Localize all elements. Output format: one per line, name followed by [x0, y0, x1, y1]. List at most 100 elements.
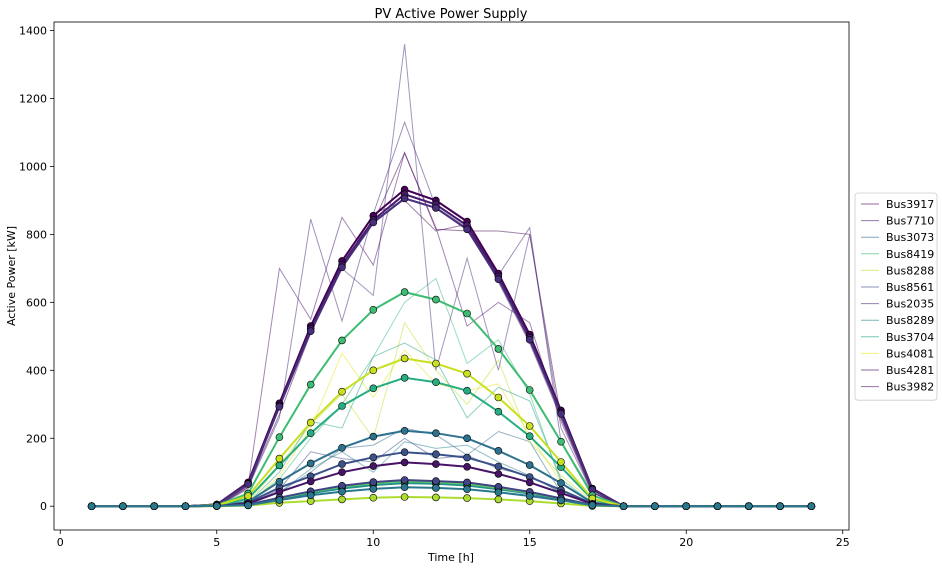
- legend-entry: Bus3073: [886, 231, 934, 244]
- data-point: [275, 496, 284, 504]
- data-point: [525, 432, 534, 441]
- data-point: [494, 345, 503, 353]
- data-point: [432, 450, 440, 459]
- legend-entry: Bus3704: [886, 331, 934, 344]
- data-point: [432, 460, 440, 468]
- data-point: [651, 502, 659, 511]
- y-tick-label: 800: [26, 228, 47, 241]
- y-tick-label: 1200: [19, 92, 47, 105]
- data-point: [338, 263, 346, 272]
- data-point: [338, 443, 346, 452]
- data-point: [369, 478, 378, 486]
- data-point: [369, 453, 378, 462]
- data-point: [463, 434, 471, 443]
- data-point: [306, 418, 315, 427]
- data-point: [369, 462, 378, 470]
- data-point: [400, 476, 409, 484]
- legend-entry: Bus8419: [886, 248, 934, 261]
- data-point: [744, 502, 753, 511]
- x-tick-label: 10: [366, 536, 380, 549]
- data-point: [338, 387, 346, 396]
- data-point: [119, 502, 127, 511]
- y-tick-label: 1400: [19, 24, 47, 37]
- data-point: [776, 502, 784, 511]
- data-point: [275, 461, 284, 470]
- data-point: [432, 359, 440, 368]
- data-point: [400, 194, 409, 203]
- data-point: [369, 305, 378, 314]
- marker-series-line-5: [91, 482, 812, 508]
- data-point: [306, 327, 315, 336]
- data-point: [306, 380, 315, 389]
- data-point: [306, 477, 315, 486]
- data-point: [400, 373, 409, 382]
- marker-series-line-7: [91, 291, 812, 508]
- data-point: [557, 496, 565, 505]
- data-point: [369, 218, 378, 227]
- x-tick-label: 25: [836, 536, 850, 549]
- data-point: [463, 462, 471, 471]
- marker-series-line-6: [91, 376, 812, 508]
- data-point: [87, 502, 96, 511]
- legend-entry: Bus3917: [886, 198, 934, 211]
- data-point: [463, 225, 471, 234]
- data-point: [400, 493, 409, 501]
- data-point: [400, 288, 409, 296]
- data-point: [432, 484, 440, 492]
- data-point: [525, 335, 534, 344]
- y-axis: 0 200 400 600 800 1000 1200 1400: [19, 24, 54, 513]
- x-tick-label: 0: [57, 536, 64, 549]
- data-point: [525, 461, 534, 469]
- y-tick-label: 0: [40, 500, 47, 513]
- data-point: [275, 477, 284, 486]
- x-tick-label: 20: [679, 536, 693, 549]
- data-point: [494, 393, 503, 402]
- legend-entry: Bus3982: [886, 381, 934, 394]
- data-point: [432, 378, 440, 387]
- data-point: [557, 458, 565, 466]
- data-point: [369, 432, 378, 441]
- data-point: [619, 502, 628, 511]
- data-point: [525, 386, 534, 394]
- data-point: [244, 480, 252, 488]
- series-line-bus8289: [91, 441, 812, 507]
- data-point: [494, 462, 503, 471]
- legend-entry: Bus4081: [886, 347, 934, 360]
- data-point: [150, 502, 158, 511]
- data-point: [432, 429, 440, 438]
- legend-entry: Bus2035: [886, 298, 934, 311]
- data-point: [525, 492, 534, 500]
- series-line-bus3917: [91, 151, 812, 507]
- data-point: [494, 470, 503, 478]
- series-line-bus4281: [91, 199, 812, 507]
- legend: Bus3917 Bus7710 Bus3073 Bus8419 Bus8288 Bus85…: [854, 192, 938, 401]
- data-point: [338, 495, 346, 504]
- legend-entry: Bus7710: [886, 215, 934, 228]
- data-point: [494, 446, 503, 455]
- y-tick-label: 600: [26, 296, 47, 309]
- marker-series-line-4: [91, 429, 812, 508]
- data-point: [432, 493, 440, 502]
- plot-frame: [53, 21, 850, 531]
- data-point: [463, 485, 471, 494]
- data-point: [400, 448, 409, 457]
- data-point: [588, 501, 597, 510]
- data-point: [369, 366, 378, 375]
- data-point: [525, 422, 534, 430]
- data-point: [463, 309, 471, 318]
- data-point: [275, 433, 284, 442]
- data-point: [432, 204, 440, 212]
- data-point: [338, 468, 346, 477]
- data-point: [557, 437, 565, 446]
- series-line-bus3073: [91, 427, 812, 507]
- data-point: [557, 479, 565, 487]
- legend-frame: [854, 192, 938, 401]
- data-point: [369, 493, 378, 502]
- data-point: [306, 459, 315, 468]
- data-point: [244, 492, 252, 500]
- data-point: [369, 384, 378, 393]
- data-point: [400, 426, 409, 435]
- data-point: [463, 453, 471, 462]
- data-point: [275, 402, 284, 411]
